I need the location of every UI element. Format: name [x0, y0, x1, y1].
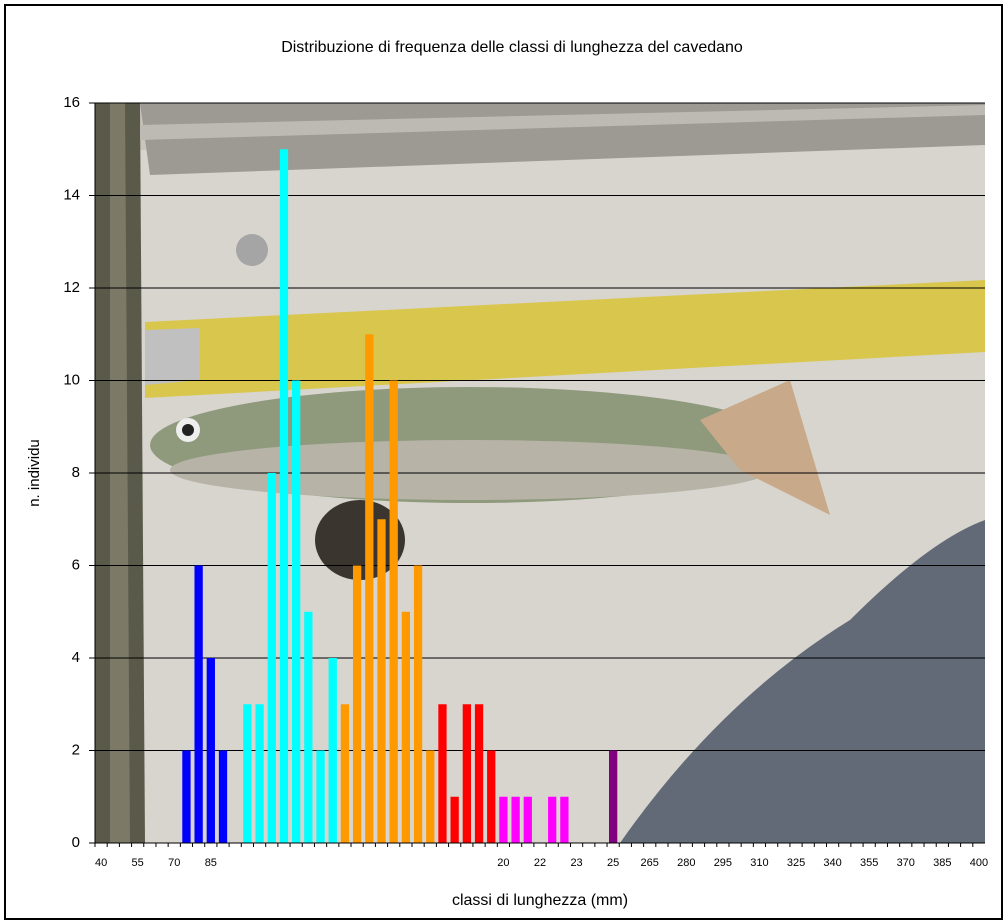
y-tick-label: 16: [63, 94, 80, 111]
x-tick-label: 400: [970, 857, 988, 869]
bar: [511, 796, 520, 843]
x-axis-label: classi di lunghezza (mm): [452, 892, 628, 909]
bar: [609, 750, 618, 843]
x-tick-label: 25: [607, 857, 619, 869]
x-tick-label: 85: [205, 857, 217, 869]
x-tick-label: 22: [534, 857, 546, 869]
x-tick-label: 370: [897, 857, 915, 869]
bar: [548, 796, 557, 843]
bar: [426, 750, 435, 843]
y-tick-label: 12: [63, 279, 80, 296]
bar: [450, 796, 459, 843]
bar: [352, 565, 362, 843]
bar: [438, 704, 447, 843]
y-tick-label: 8: [72, 464, 80, 481]
bar: [523, 796, 532, 843]
y-tick-label: 14: [63, 186, 80, 203]
x-tick-label: 310: [750, 857, 768, 869]
bar: [206, 658, 215, 843]
bar: [340, 704, 350, 843]
bar: [316, 750, 325, 843]
x-tick-label: 325: [787, 857, 805, 869]
bar: [560, 796, 569, 843]
x-tick-label: 295: [714, 857, 732, 869]
x-tick-label: 55: [132, 857, 144, 869]
bar: [182, 750, 191, 843]
x-tick-label: 385: [933, 857, 951, 869]
x-tick-label: 23: [570, 857, 582, 869]
y-tick-label: 10: [63, 371, 80, 388]
y-axis-label: n. individu: [26, 439, 43, 507]
bar: [462, 704, 471, 843]
bar: [499, 796, 508, 843]
y-tick-label: 0: [72, 834, 80, 851]
bar: [304, 611, 313, 843]
x-tick-label: 340: [823, 857, 841, 869]
x-tick-label: 265: [641, 857, 659, 869]
bar: [279, 149, 289, 843]
x-tick-label: 355: [860, 857, 878, 869]
bar: [377, 519, 386, 843]
grid-layer: [89, 102, 985, 847]
y-tick-label: 6: [72, 556, 80, 573]
bar: [267, 473, 276, 843]
bar: [389, 380, 398, 843]
chart-title: Distribuzione di frequenza delle classi …: [281, 39, 743, 56]
x-tick-label: 70: [168, 857, 180, 869]
x-tick-label: 40: [95, 857, 107, 869]
bar: [401, 611, 411, 843]
y-tick-label: 2: [72, 741, 80, 758]
bar: [365, 334, 374, 843]
bar: [474, 704, 484, 843]
bar: [243, 704, 252, 843]
bar: [292, 380, 301, 843]
y-tick-label: 4: [72, 649, 80, 666]
bar: [328, 658, 337, 843]
x-tick-label: 20: [497, 857, 509, 869]
bar: [194, 565, 203, 843]
bar: [413, 565, 423, 843]
bar: [487, 750, 496, 843]
bar: [255, 704, 264, 843]
bar: [218, 750, 228, 843]
bar-layer: [182, 149, 618, 843]
x-tick-label: 280: [677, 857, 695, 869]
